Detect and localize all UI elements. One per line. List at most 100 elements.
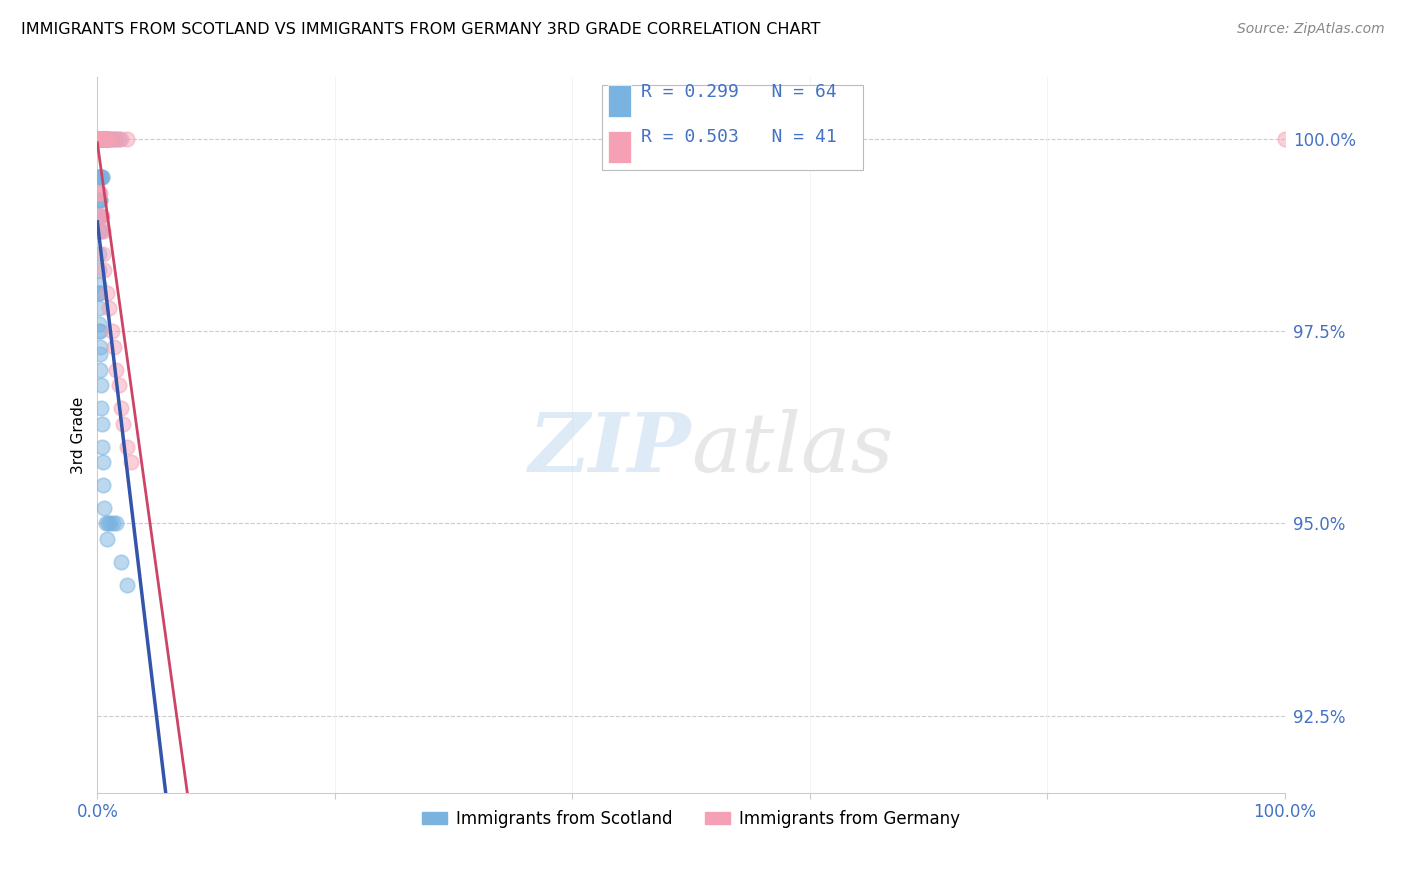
Point: [115, 578, 138, 592]
Point: [100, 324, 122, 338]
Point: [107, 132, 129, 146]
Point: [91, 170, 114, 185]
Point: [87, 278, 110, 293]
Text: R = 0.503   N = 41: R = 0.503 N = 41: [641, 128, 837, 145]
Text: ZIP: ZIP: [529, 409, 690, 490]
Point: [89, 132, 111, 146]
Text: Source: ZipAtlas.com: Source: ZipAtlas.com: [1237, 22, 1385, 37]
Point: [89, 186, 111, 200]
Point: [1274, 132, 1296, 146]
Point: [89, 362, 111, 376]
Point: [96, 132, 118, 146]
Legend: Immigrants from Scotland, Immigrants from Germany: Immigrants from Scotland, Immigrants fro…: [416, 803, 966, 834]
Point: [90, 132, 112, 146]
Point: [93, 132, 115, 146]
Point: [91, 440, 114, 454]
Text: IMMIGRANTS FROM SCOTLAND VS IMMIGRANTS FROM GERMANY 3RD GRADE CORRELATION CHART: IMMIGRANTS FROM SCOTLAND VS IMMIGRANTS F…: [21, 22, 821, 37]
Point: [89, 194, 111, 208]
Point: [87, 262, 110, 277]
Point: [89, 170, 111, 185]
Point: [115, 132, 138, 146]
Point: [89, 224, 111, 238]
Point: [90, 209, 112, 223]
Point: [87, 285, 110, 300]
Point: [93, 132, 115, 146]
Point: [90, 417, 112, 431]
Point: [90, 132, 112, 146]
Point: [89, 209, 111, 223]
Point: [91, 455, 114, 469]
Point: [96, 132, 118, 146]
Point: [94, 516, 117, 531]
Point: [89, 186, 111, 200]
Point: [100, 516, 122, 531]
Point: [94, 132, 117, 146]
Point: [91, 247, 114, 261]
Y-axis label: 3rd Grade: 3rd Grade: [72, 396, 86, 474]
Point: [105, 362, 128, 376]
Point: [110, 401, 132, 416]
Point: [91, 224, 114, 238]
FancyBboxPatch shape: [607, 131, 631, 163]
Point: [89, 132, 111, 146]
Point: [110, 555, 132, 569]
Point: [91, 132, 114, 146]
Point: [89, 132, 111, 146]
Point: [90, 132, 112, 146]
Point: [98, 132, 121, 146]
Point: [93, 262, 115, 277]
Point: [97, 132, 120, 146]
Point: [98, 301, 121, 315]
Point: [105, 132, 128, 146]
Point: [89, 170, 111, 185]
Point: [110, 132, 132, 146]
Point: [90, 170, 112, 185]
Point: [101, 516, 124, 531]
FancyBboxPatch shape: [607, 85, 631, 117]
Point: [87, 186, 110, 200]
Point: [90, 209, 112, 223]
Point: [115, 440, 138, 454]
Point: [89, 132, 111, 146]
Point: [97, 516, 120, 531]
Point: [87, 132, 110, 146]
Point: [91, 478, 114, 492]
Point: [90, 401, 112, 416]
Point: [91, 132, 114, 146]
Point: [89, 132, 111, 146]
Point: [89, 347, 111, 361]
Point: [89, 132, 111, 146]
Point: [87, 285, 110, 300]
Point: [90, 209, 112, 223]
Point: [93, 132, 115, 146]
Point: [89, 340, 111, 354]
Point: [89, 247, 111, 261]
Point: [87, 194, 110, 208]
Point: [104, 132, 127, 146]
Point: [89, 209, 111, 223]
Point: [87, 301, 110, 315]
Point: [96, 285, 118, 300]
Point: [100, 132, 122, 146]
Point: [96, 532, 118, 546]
Point: [120, 455, 142, 469]
Point: [98, 132, 121, 146]
Point: [91, 132, 114, 146]
Text: atlas: atlas: [690, 409, 893, 490]
Point: [91, 132, 114, 146]
Point: [94, 132, 117, 146]
Point: [89, 194, 111, 208]
Text: R = 0.299   N = 64: R = 0.299 N = 64: [641, 83, 837, 101]
Point: [87, 170, 110, 185]
Point: [90, 132, 112, 146]
Point: [89, 324, 111, 338]
Point: [90, 378, 112, 392]
Point: [91, 224, 114, 238]
Point: [94, 132, 117, 146]
Point: [87, 224, 110, 238]
Point: [107, 378, 129, 392]
Point: [90, 170, 112, 185]
Point: [93, 501, 115, 516]
Point: [89, 170, 111, 185]
Point: [91, 132, 114, 146]
